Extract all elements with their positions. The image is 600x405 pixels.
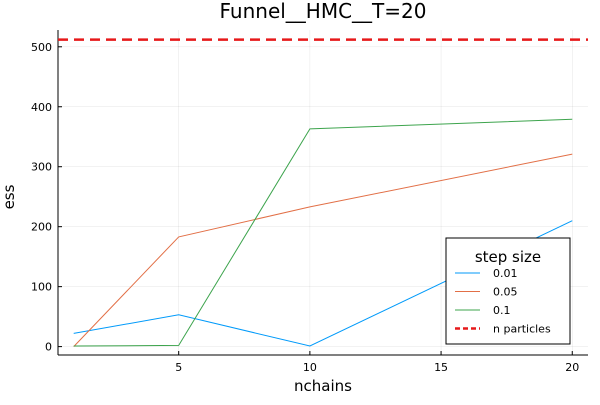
x-tick-label: 10 bbox=[303, 361, 317, 374]
series-lines bbox=[58, 38, 588, 347]
chart-title: Funnel__HMC__T=20 bbox=[220, 0, 427, 23]
y-tick-label: 200 bbox=[31, 221, 52, 234]
y-tick-label: 500 bbox=[31, 41, 52, 54]
legend-label: 0.1 bbox=[493, 304, 511, 317]
series-line-0.1 bbox=[73, 118, 573, 347]
y-tick-label: 100 bbox=[31, 281, 52, 294]
y-tick-label: 400 bbox=[31, 101, 52, 114]
x-tick-label: 20 bbox=[565, 361, 579, 374]
y-axis-label: ess bbox=[0, 184, 18, 209]
x-tick-label: 5 bbox=[175, 361, 182, 374]
x-axis-label: nchains bbox=[294, 377, 352, 395]
series-line-0.01 bbox=[73, 220, 573, 347]
legend-label: 0.01 bbox=[493, 267, 518, 280]
legend-label: 0.05 bbox=[493, 286, 518, 299]
grid-lines bbox=[58, 30, 588, 355]
series-line-0.05 bbox=[73, 153, 573, 347]
legend-title: step size bbox=[475, 248, 541, 266]
legend-label: n particles bbox=[493, 323, 551, 336]
x-tick-label: 15 bbox=[434, 361, 448, 374]
axes bbox=[57, 30, 588, 356]
legend: step size 0.01 0.05 0.1 n particles bbox=[445, 237, 571, 345]
y-tick-label: 0 bbox=[45, 341, 52, 354]
y-tick-label: 300 bbox=[31, 161, 52, 174]
